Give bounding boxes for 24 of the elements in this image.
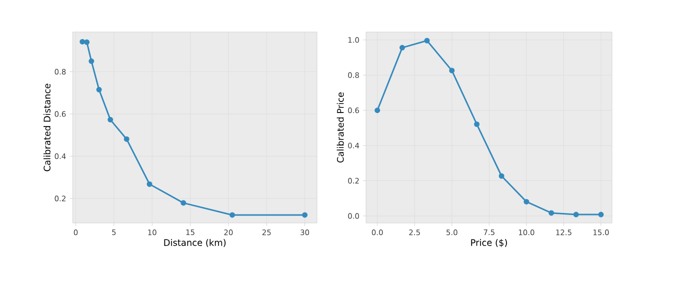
y-axis-title: Calibrated Price (336, 92, 344, 163)
y-axis-title: Calibrated Distance (44, 84, 50, 172)
point (399, 44, 405, 50)
point (80, 38, 86, 44)
x-axis-title: Price ($) (471, 239, 507, 248)
point (524, 198, 530, 204)
point (424, 38, 430, 44)
point (96, 86, 102, 92)
point (548, 210, 554, 216)
point (88, 58, 94, 64)
point (230, 212, 236, 218)
point (449, 68, 455, 74)
point (573, 212, 579, 218)
point (598, 212, 604, 218)
point (474, 121, 480, 127)
point (108, 116, 114, 122)
point (124, 136, 130, 142)
point (180, 200, 186, 206)
point (84, 39, 90, 45)
point (302, 212, 308, 218)
x-axis-title: Distance (km) (164, 239, 226, 248)
point (374, 108, 380, 114)
point (498, 173, 504, 179)
point (146, 181, 152, 187)
